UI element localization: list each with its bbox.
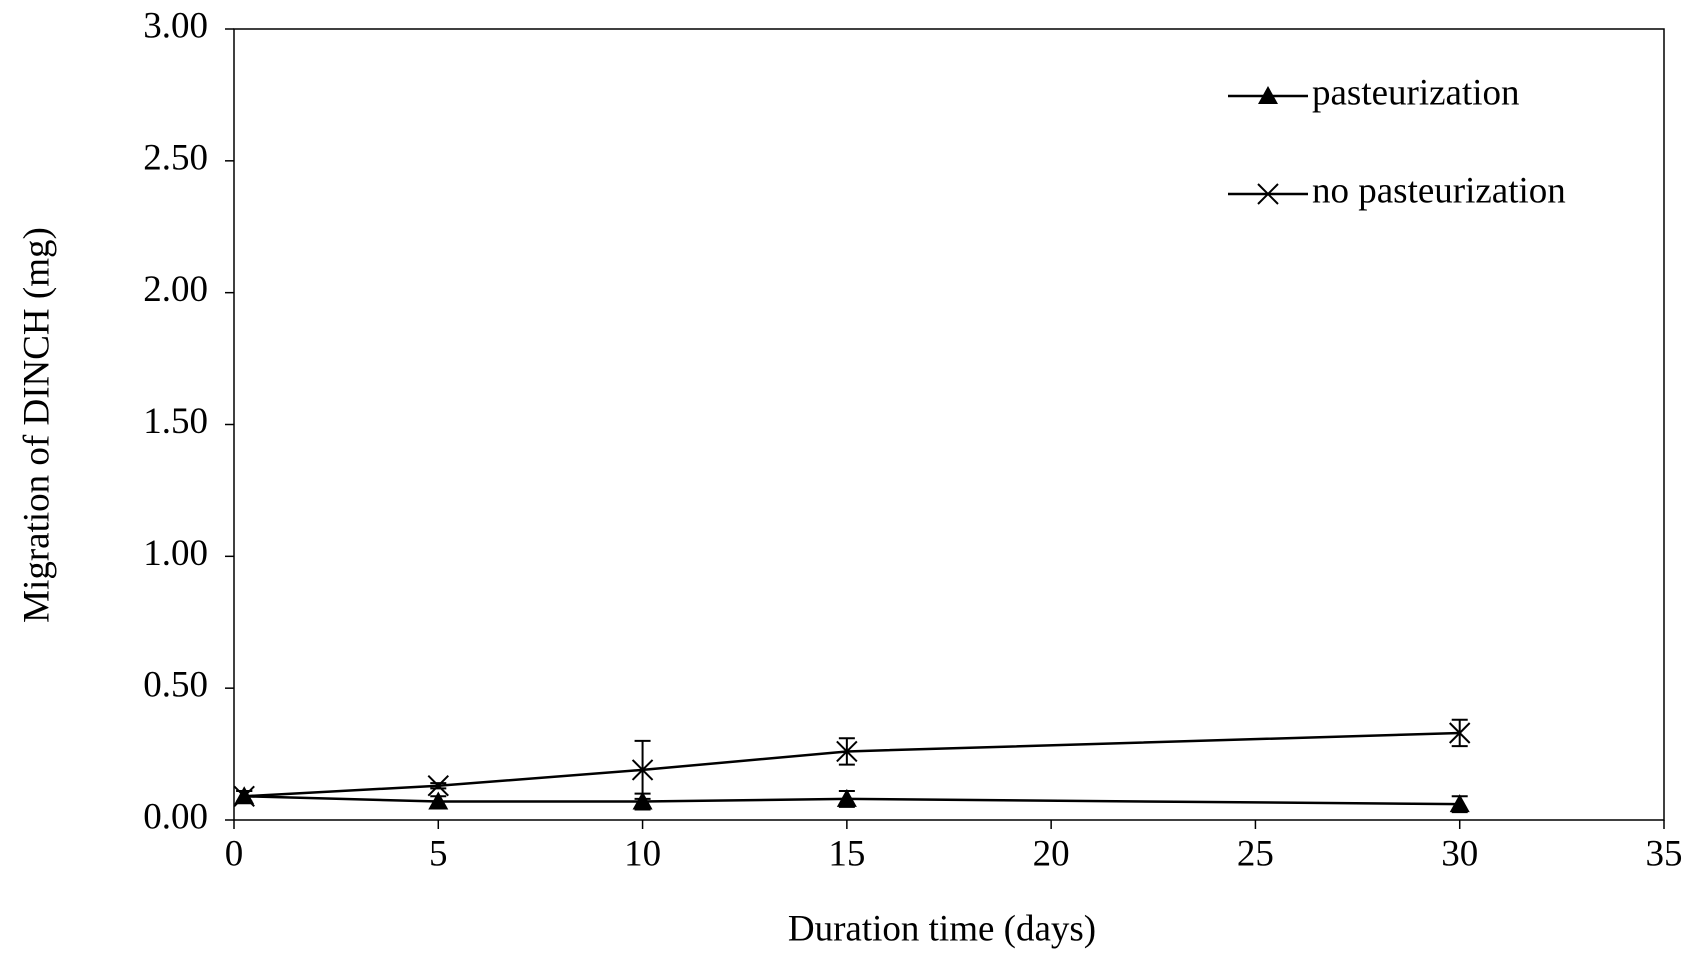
data-point — [233, 785, 255, 807]
y-tick-label: 2.00 — [143, 269, 208, 310]
x-tick-label: 20 — [1033, 833, 1070, 874]
data-point — [631, 759, 654, 781]
legend-label: pasteurization — [1312, 72, 1520, 113]
data-point — [632, 791, 653, 810]
legend-marker — [1257, 183, 1279, 205]
legend-label: no pasteurization — [1312, 170, 1566, 211]
x-tick-label: 0 — [225, 833, 244, 874]
x-tick-label: 35 — [1646, 833, 1683, 874]
x-tick-label: 5 — [429, 833, 448, 874]
legend-marker — [1258, 86, 1278, 104]
x-tick-label: 15 — [828, 833, 865, 874]
data-point — [1449, 722, 1471, 744]
data-point — [836, 788, 857, 807]
data-point — [836, 740, 858, 763]
x-tick-label: 10 — [624, 833, 661, 874]
x-tick-label: 30 — [1441, 833, 1478, 874]
y-axis-label: Migration of DINCH (mg) — [16, 227, 57, 623]
y-tick-label: 1.50 — [143, 401, 208, 442]
y-tick-label: 1.00 — [143, 533, 208, 574]
data-point — [428, 791, 449, 810]
data-point — [427, 775, 449, 797]
data-point — [1449, 794, 1470, 813]
y-tick-label: 0.50 — [143, 665, 208, 706]
x-axis-label: Duration time (days) — [788, 908, 1096, 949]
y-tick-label: 0.00 — [143, 796, 208, 837]
y-tick-label: 3.00 — [143, 5, 208, 46]
y-tick-label: 2.50 — [143, 137, 208, 178]
x-tick-label: 25 — [1237, 833, 1274, 874]
plot-frame — [233, 28, 1665, 821]
